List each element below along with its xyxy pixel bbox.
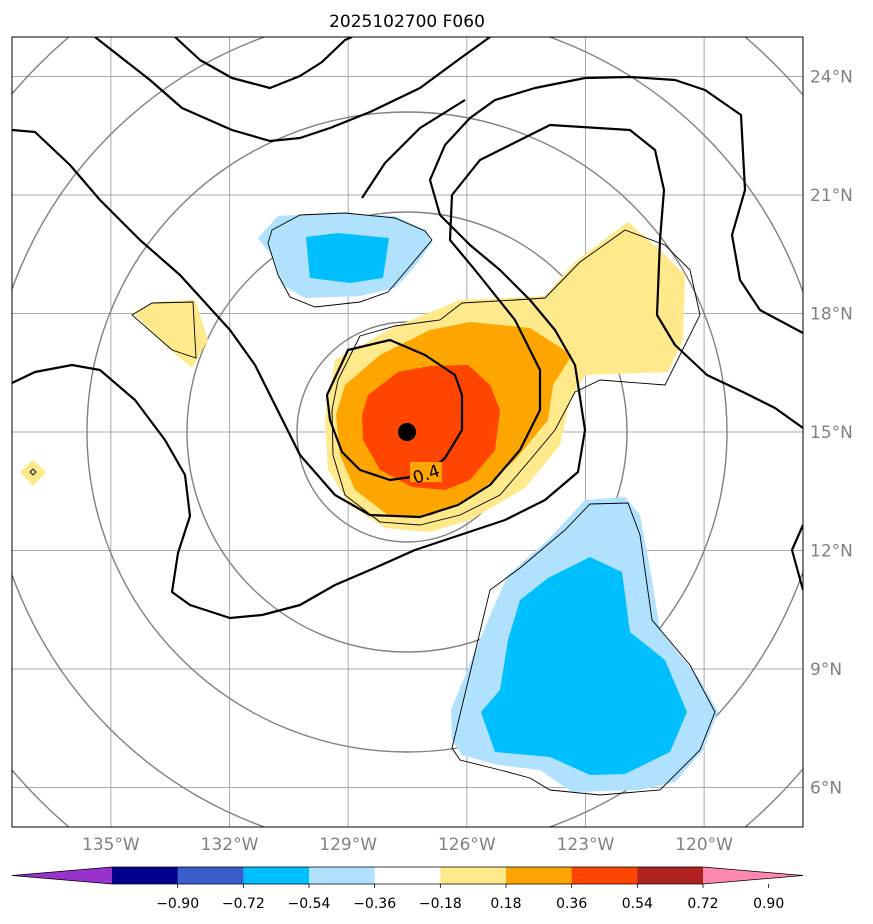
- colorbar: −0.90 −0.72 −0.54 −0.36 −0.18 0.18 0.36 0.54 0.7…: [11, 866, 804, 912]
- contour-label-bg: [410, 462, 442, 482]
- colorbar-tick-label: −0.18: [419, 896, 462, 912]
- lat-tick-label: 9°N: [810, 660, 842, 680]
- thin-contour: [331, 229, 701, 526]
- range-ring: [186, 211, 628, 653]
- colorbar-tick-label: 0.36: [556, 896, 587, 912]
- colorbar-segment: [440, 867, 507, 884]
- thin-contour: [451, 502, 716, 796]
- thick-contour: [94, 37, 491, 143]
- lat-tick-labels: 24°N 21°N 18°N 15°N 12°N 9°N 6°N: [810, 68, 853, 799]
- colorbar-tick-label: 0.72: [687, 896, 718, 912]
- thin-contour: [29, 468, 37, 476]
- colorbar-segment: [571, 867, 638, 884]
- colorbar-tick-label: −0.90: [156, 896, 199, 912]
- thick-contour: [12, 123, 803, 519]
- lat-tick-label: 21°N: [810, 186, 853, 206]
- colorbar-tick-label: −0.36: [353, 896, 396, 912]
- thick-contour: [325, 338, 464, 482]
- colorbar-segment: [243, 867, 310, 884]
- lon-tick-label: 120°W: [675, 835, 733, 855]
- lat-tick-label: 12°N: [810, 542, 853, 562]
- colorbar-extend-low: [12, 867, 112, 884]
- thin-contour: [267, 212, 433, 308]
- colorbar-tick-label: 0.18: [490, 896, 521, 912]
- colorbar-segment: [112, 867, 179, 884]
- lat-tick-label: 15°N: [810, 423, 853, 443]
- lon-tick-labels: 135°W 132°W 129°W 126°W 123°W 120°W: [82, 835, 733, 855]
- thick-contour: [361, 99, 466, 199]
- colorbar-tick-label: 0.54: [622, 896, 653, 912]
- lon-tick-label: 129°W: [319, 835, 377, 855]
- colorbar-outline: [11, 866, 804, 885]
- lat-tick-label: 24°N: [810, 68, 853, 88]
- lon-tick-label: 126°W: [438, 835, 496, 855]
- colorbar-segment: [506, 867, 573, 884]
- lat-tick-label: 6°N: [810, 779, 842, 799]
- shade-neg-mid-north: [306, 233, 389, 283]
- shade-neg-mid-south: [481, 557, 687, 775]
- colorbar-segment: [177, 867, 244, 884]
- positive-shading: [20, 222, 685, 532]
- thick-contour: [12, 75, 803, 620]
- colorbar-extend-high: [703, 867, 803, 884]
- thick-contours: [12, 37, 803, 620]
- colorbar-segment: [374, 867, 441, 884]
- lon-tick-label: 123°W: [557, 835, 615, 855]
- colorbar-segment: [309, 867, 376, 884]
- thin-contour: [131, 301, 197, 359]
- shade-pos-light-dot: [20, 460, 46, 486]
- storm-center-marker: [398, 423, 416, 441]
- thick-contour: [790, 524, 803, 591]
- shade-pos-light-west: [133, 300, 208, 368]
- colorbar-tick-label: 0.90: [753, 896, 784, 912]
- thin-contours: [29, 212, 716, 796]
- chart-title: 2025102700 F060: [329, 12, 485, 32]
- lat-tick-label: 18°N: [810, 305, 853, 325]
- lon-tick-label: 135°W: [82, 835, 140, 855]
- negative-shading: [258, 213, 718, 792]
- thick-contour: [174, 37, 353, 90]
- map-frame: [11, 36, 804, 828]
- range-ring: [86, 111, 728, 753]
- colorbar-tick-label: −0.54: [288, 896, 331, 912]
- colorbar-tick-label: −0.72: [222, 896, 265, 912]
- shade-pos-red: [362, 365, 500, 490]
- lon-tick-label: 132°W: [201, 835, 259, 855]
- colorbar-segment: [637, 867, 704, 884]
